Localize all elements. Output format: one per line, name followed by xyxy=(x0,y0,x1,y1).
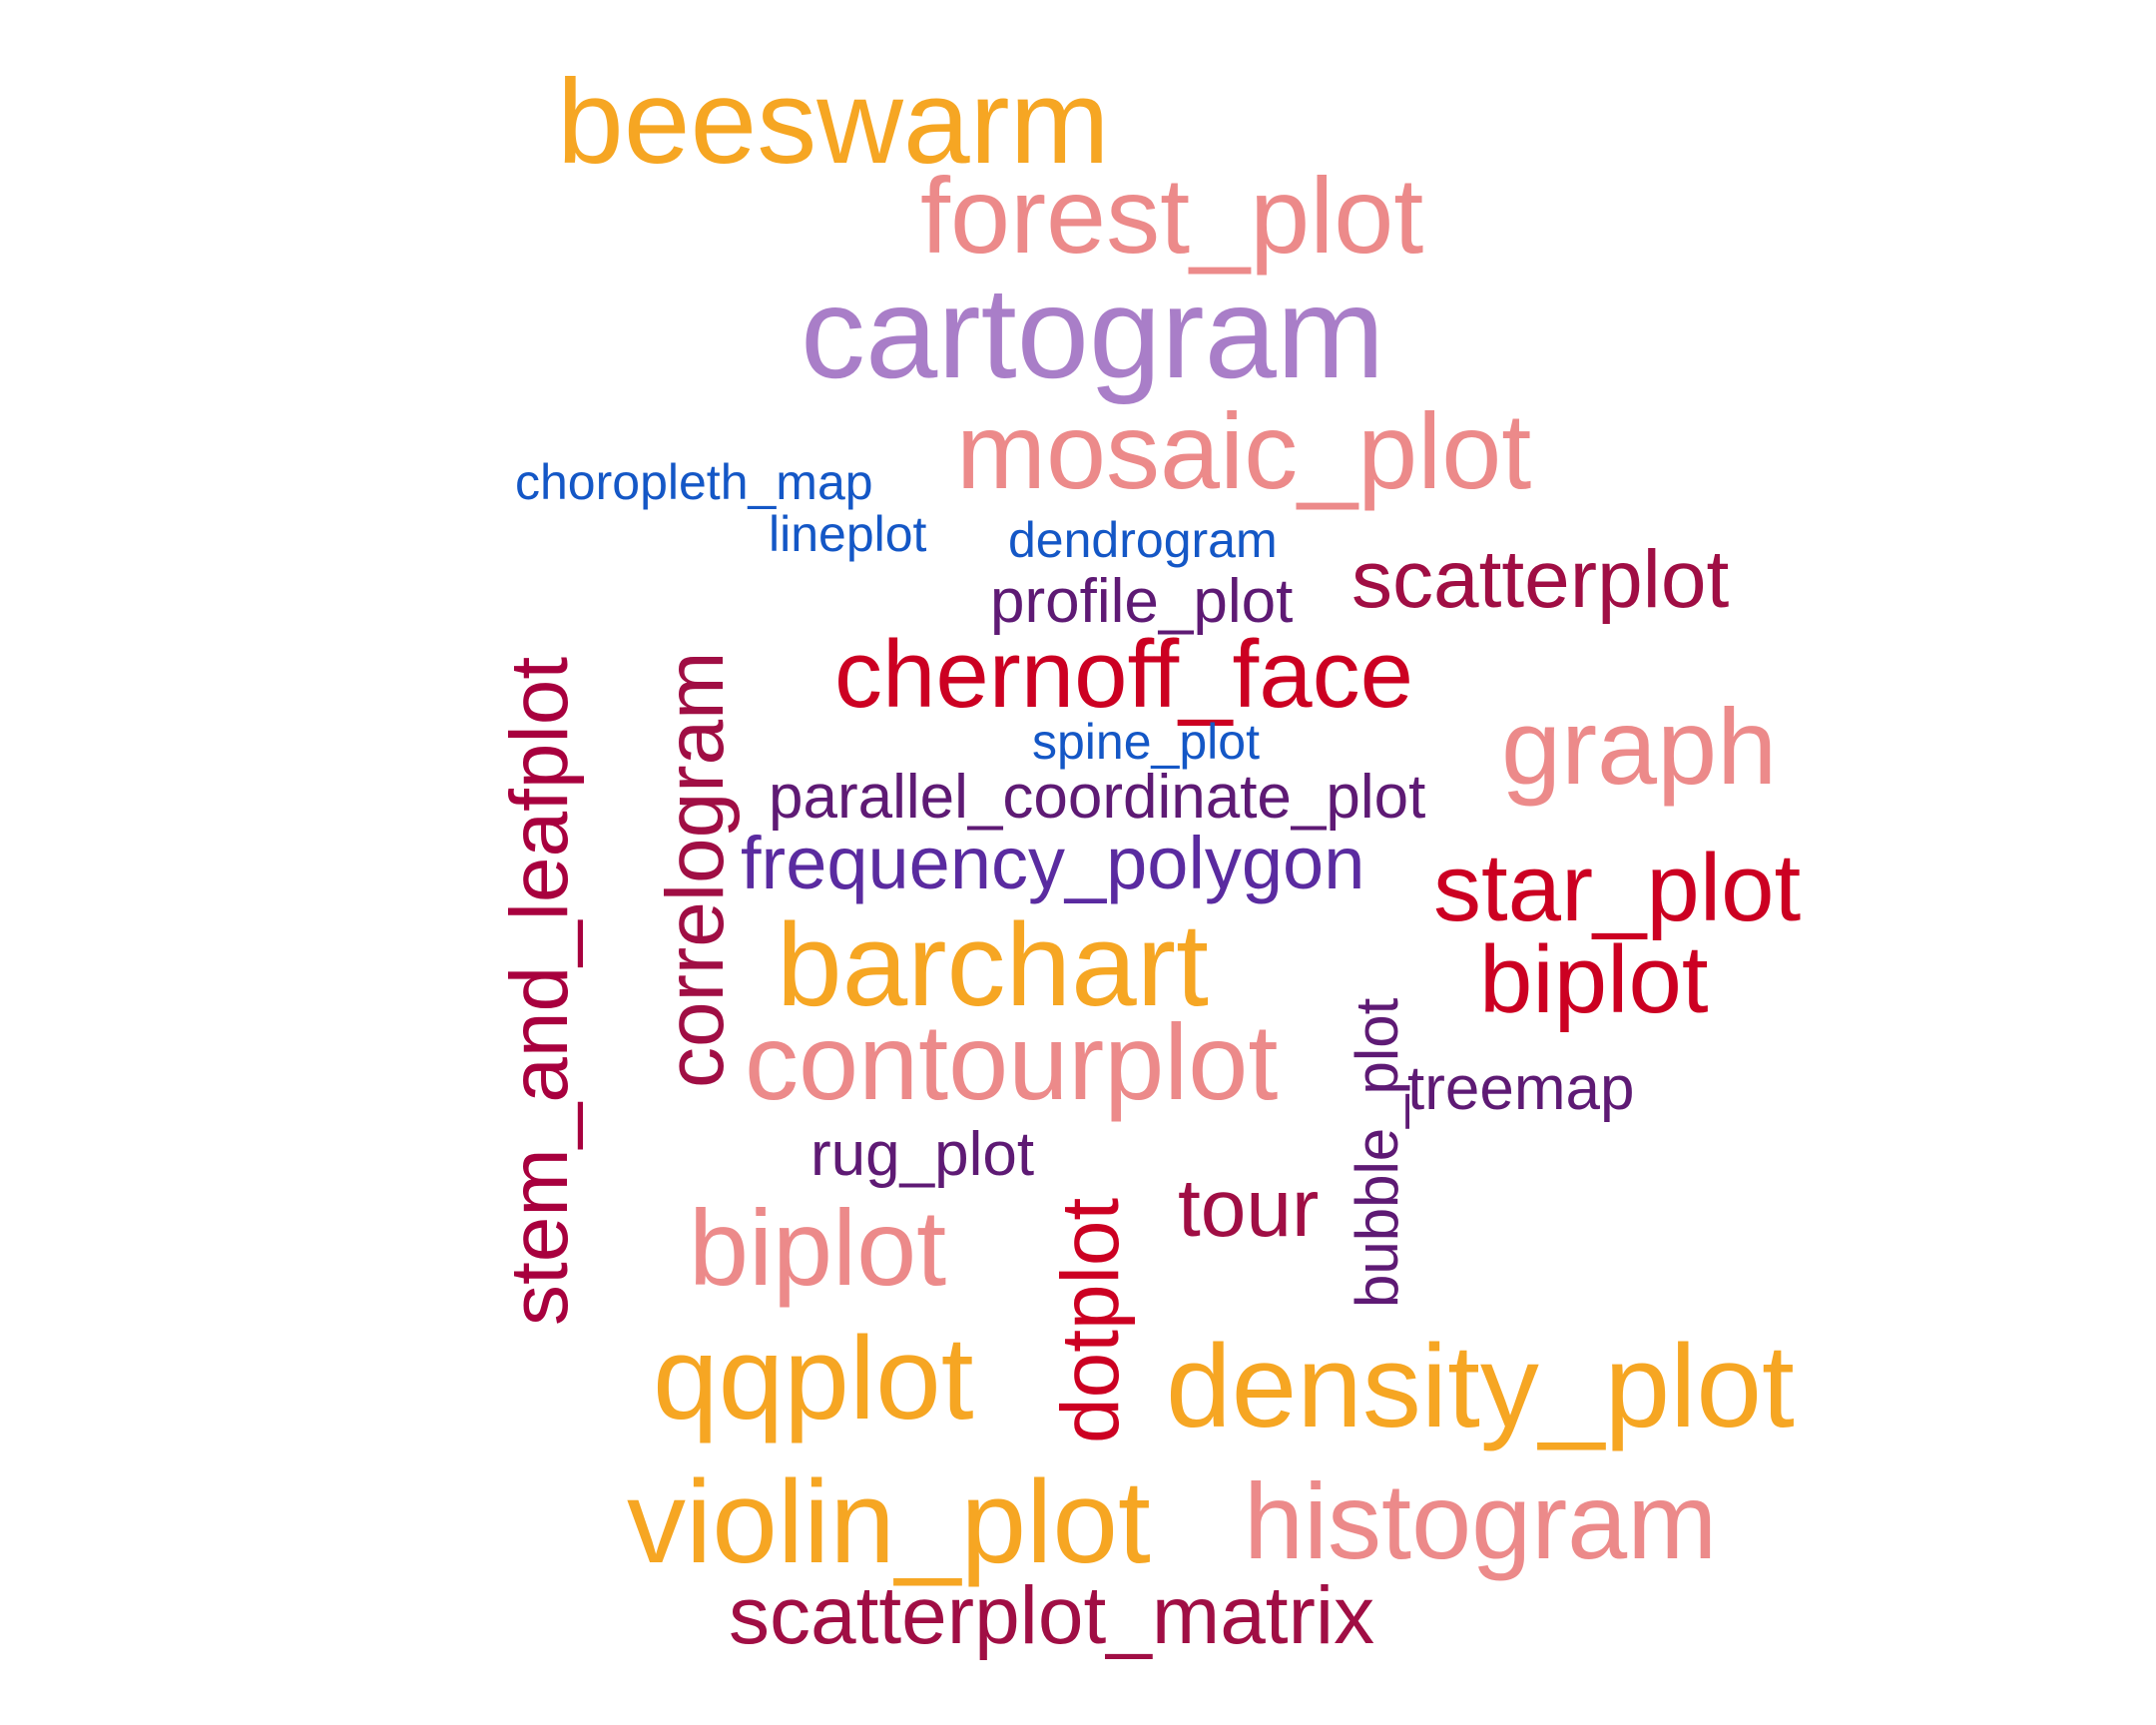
word-profile-plot: profile_plot xyxy=(990,567,1294,636)
word-choropleth-map: choropleth_map xyxy=(515,454,873,510)
word-contourplot: contourplot xyxy=(745,1001,1279,1122)
word-bubble-plot: bubble_plot xyxy=(1344,997,1410,1308)
word-star-plot: star_plot xyxy=(1433,835,1802,941)
word-barchart: barchart xyxy=(777,899,1209,1031)
word-violin-plot: violin_plot xyxy=(627,1456,1151,1588)
word-graph: graph xyxy=(1501,686,1778,807)
word-correlogram: correlogram xyxy=(650,651,741,1088)
word-histogram: histogram xyxy=(1244,1460,1718,1581)
word-parallel-coordinate-plot: parallel_coordinate_plot xyxy=(769,763,1426,832)
word-mosaic-plot: mosaic_plot xyxy=(956,390,1532,511)
word-cartogram: cartogram xyxy=(801,260,1385,405)
word-treemap: treemap xyxy=(1407,1054,1635,1123)
word-frequency-polygon: frequency_polygon xyxy=(741,822,1365,904)
word-qqplot: qqplot xyxy=(653,1313,974,1444)
word-forest-plot: forest_plot xyxy=(920,155,1424,276)
word-tour: tour xyxy=(1178,1163,1320,1254)
word-beeswarm: beeswarm xyxy=(557,55,1110,189)
word-chernoff-face: chernoff_face xyxy=(834,621,1413,728)
word-density-plot: density_plot xyxy=(1166,1321,1795,1452)
word-biplot-salmon: biplot xyxy=(689,1187,947,1308)
word-scatterplot: scatterplot xyxy=(1351,534,1730,625)
word-scatterplot-matrix: scatterplot_matrix xyxy=(729,1570,1375,1661)
word-dotplot: dotplot xyxy=(1045,1197,1136,1443)
word-stem-and-leafplot: stem_and_leafplot xyxy=(494,656,585,1326)
word-biplot-red: biplot xyxy=(1479,926,1709,1033)
word-lineplot: lineplot xyxy=(769,506,927,562)
word-dendrogram: dendrogram xyxy=(1008,512,1278,568)
word-rug-plot: rug_plot xyxy=(810,1120,1035,1189)
word-spine-plot: spine_plot xyxy=(1032,714,1260,770)
